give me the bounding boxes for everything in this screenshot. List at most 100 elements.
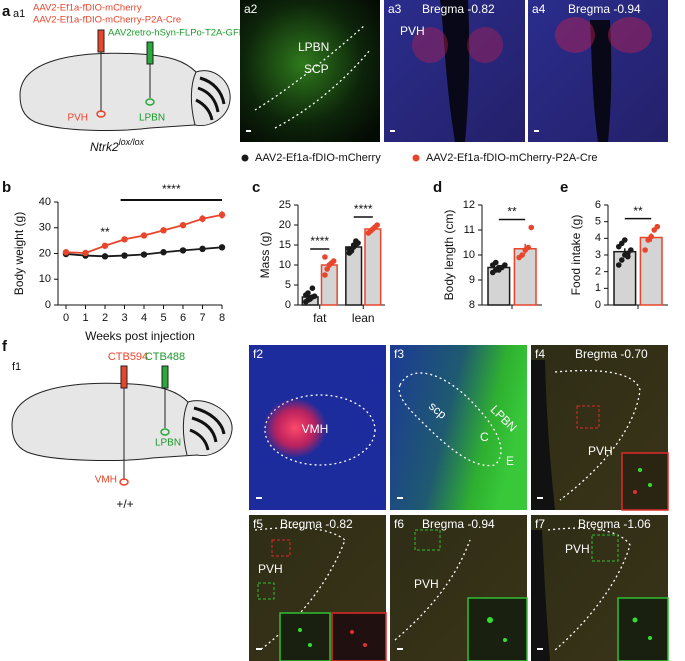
data-point: [353, 238, 359, 244]
brain-schematic: [19, 29, 231, 131]
data-point: [140, 251, 148, 258]
legend-label: AAV2-Ef1a-fDIO-mCherry: [255, 152, 381, 164]
site-label: VMH: [95, 475, 117, 486]
genotype: Ntrk2lox/lox: [90, 137, 145, 154]
x-tick-label: fat: [313, 311, 327, 325]
y-axis-label: Mass (g): [258, 232, 272, 279]
y-tick-label: 6: [595, 199, 601, 211]
micrograph: [390, 515, 528, 661]
data-point: [648, 233, 654, 240]
bar: [613, 250, 637, 306]
micrograph: [249, 515, 387, 661]
subpanel-label: f1: [12, 361, 21, 373]
significance: ****: [354, 202, 373, 216]
image-text: Bregma -0.94: [422, 517, 495, 531]
image-label: a2: [244, 2, 258, 16]
image-text: Bregma -0.94: [568, 2, 641, 16]
y-tick-label: 9: [469, 274, 475, 286]
data-point: [330, 258, 337, 264]
data-point: [62, 249, 70, 256]
y-tick-label: 20: [279, 219, 291, 231]
data-point: [519, 252, 525, 258]
data-point: [311, 293, 318, 300]
significance: **: [633, 204, 643, 218]
data-point: [618, 257, 625, 263]
construct-label: AAV2-Ef1a-fDIO-mCherry: [33, 3, 142, 14]
data-point: [140, 232, 148, 239]
y-tick-label: 25: [279, 199, 291, 211]
data-point: [309, 285, 316, 292]
image-label: f5: [253, 517, 263, 531]
site-label: LPBN: [139, 113, 165, 124]
data-point: [322, 272, 328, 278]
image-label: f3: [394, 347, 404, 361]
panel-label: a: [2, 3, 11, 20]
data-point: [528, 224, 535, 231]
data-point: [625, 253, 631, 260]
y-tick-label: 0: [45, 299, 51, 311]
y-tick-label: 5: [595, 216, 601, 228]
micrograph: [528, 0, 668, 142]
y-axis-label: Body length (cm): [442, 210, 456, 301]
image-label: f4: [535, 347, 545, 361]
construct-label: AAV2retro-hSyn-FLPo-T2A-GFP: [108, 28, 245, 39]
genotype-base: Ntrk2: [90, 140, 119, 154]
image-text: LPBN: [298, 40, 329, 54]
x-tick-label: 8: [219, 312, 225, 324]
panel-label: f: [2, 338, 8, 355]
x-tick-label: lean: [352, 311, 375, 325]
brain-schematic: [11, 365, 233, 486]
y-tick-label: 0: [595, 299, 601, 311]
y-tick-label: 8: [469, 299, 475, 311]
data-point: [615, 262, 622, 268]
image-text: PVH: [258, 562, 283, 576]
legend-marker: [412, 154, 420, 162]
y-tick-label: 5: [285, 279, 291, 291]
significance: **: [100, 225, 110, 239]
image-text: Bregma -0.82: [422, 2, 495, 16]
y-tick-label: 12: [463, 199, 475, 211]
data-point: [121, 252, 128, 259]
y-axis-label: Food intake (g): [569, 215, 583, 296]
x-axis-label: Weeks post injection: [85, 329, 195, 343]
y-tick-label: 2: [595, 266, 601, 278]
image-text: SCP: [304, 62, 329, 76]
image-label: f6: [394, 517, 404, 531]
image-text: PVH: [588, 444, 613, 458]
y-tick-label: 11: [464, 224, 475, 236]
data-point: [121, 236, 128, 243]
data-point: [199, 215, 206, 222]
x-tick-label: 4: [141, 312, 147, 324]
y-tick-label: 10: [463, 249, 475, 261]
data-point: [628, 247, 634, 253]
x-tick-label: 0: [63, 312, 69, 324]
data-point: [322, 254, 328, 260]
micrograph: [531, 515, 669, 661]
image-text: VMH: [302, 422, 329, 436]
y-tick-label: 10: [279, 259, 291, 271]
data-point: [160, 249, 167, 256]
y-axis-label: Body weight (g): [12, 212, 26, 295]
panel-label: b: [2, 179, 11, 196]
bar: [320, 264, 338, 306]
y-tick-label: 30: [39, 222, 51, 234]
data-point: [101, 242, 109, 249]
significance: **: [507, 205, 517, 219]
site-label: PVH: [67, 113, 88, 124]
data-point: [348, 248, 355, 254]
construct-label: AAV2-Ef1a-fDIO-mCherry-P2A-Cre: [33, 15, 181, 26]
x-tick-label: 5: [160, 312, 166, 324]
panel-label: e: [560, 179, 568, 196]
y-tick-label: 3: [595, 249, 601, 261]
image-text: C: [480, 430, 489, 444]
bar: [639, 236, 663, 306]
data-point: [502, 262, 508, 268]
data-point: [642, 247, 648, 253]
micrograph: [531, 345, 669, 511]
image-text: Bregma -0.70: [575, 347, 648, 361]
data-point: [218, 244, 226, 251]
bar: [345, 246, 363, 306]
panel-label: d: [433, 179, 442, 196]
genotype-sup: lox/lox: [119, 137, 145, 147]
y-tick-label: 15: [279, 239, 291, 251]
